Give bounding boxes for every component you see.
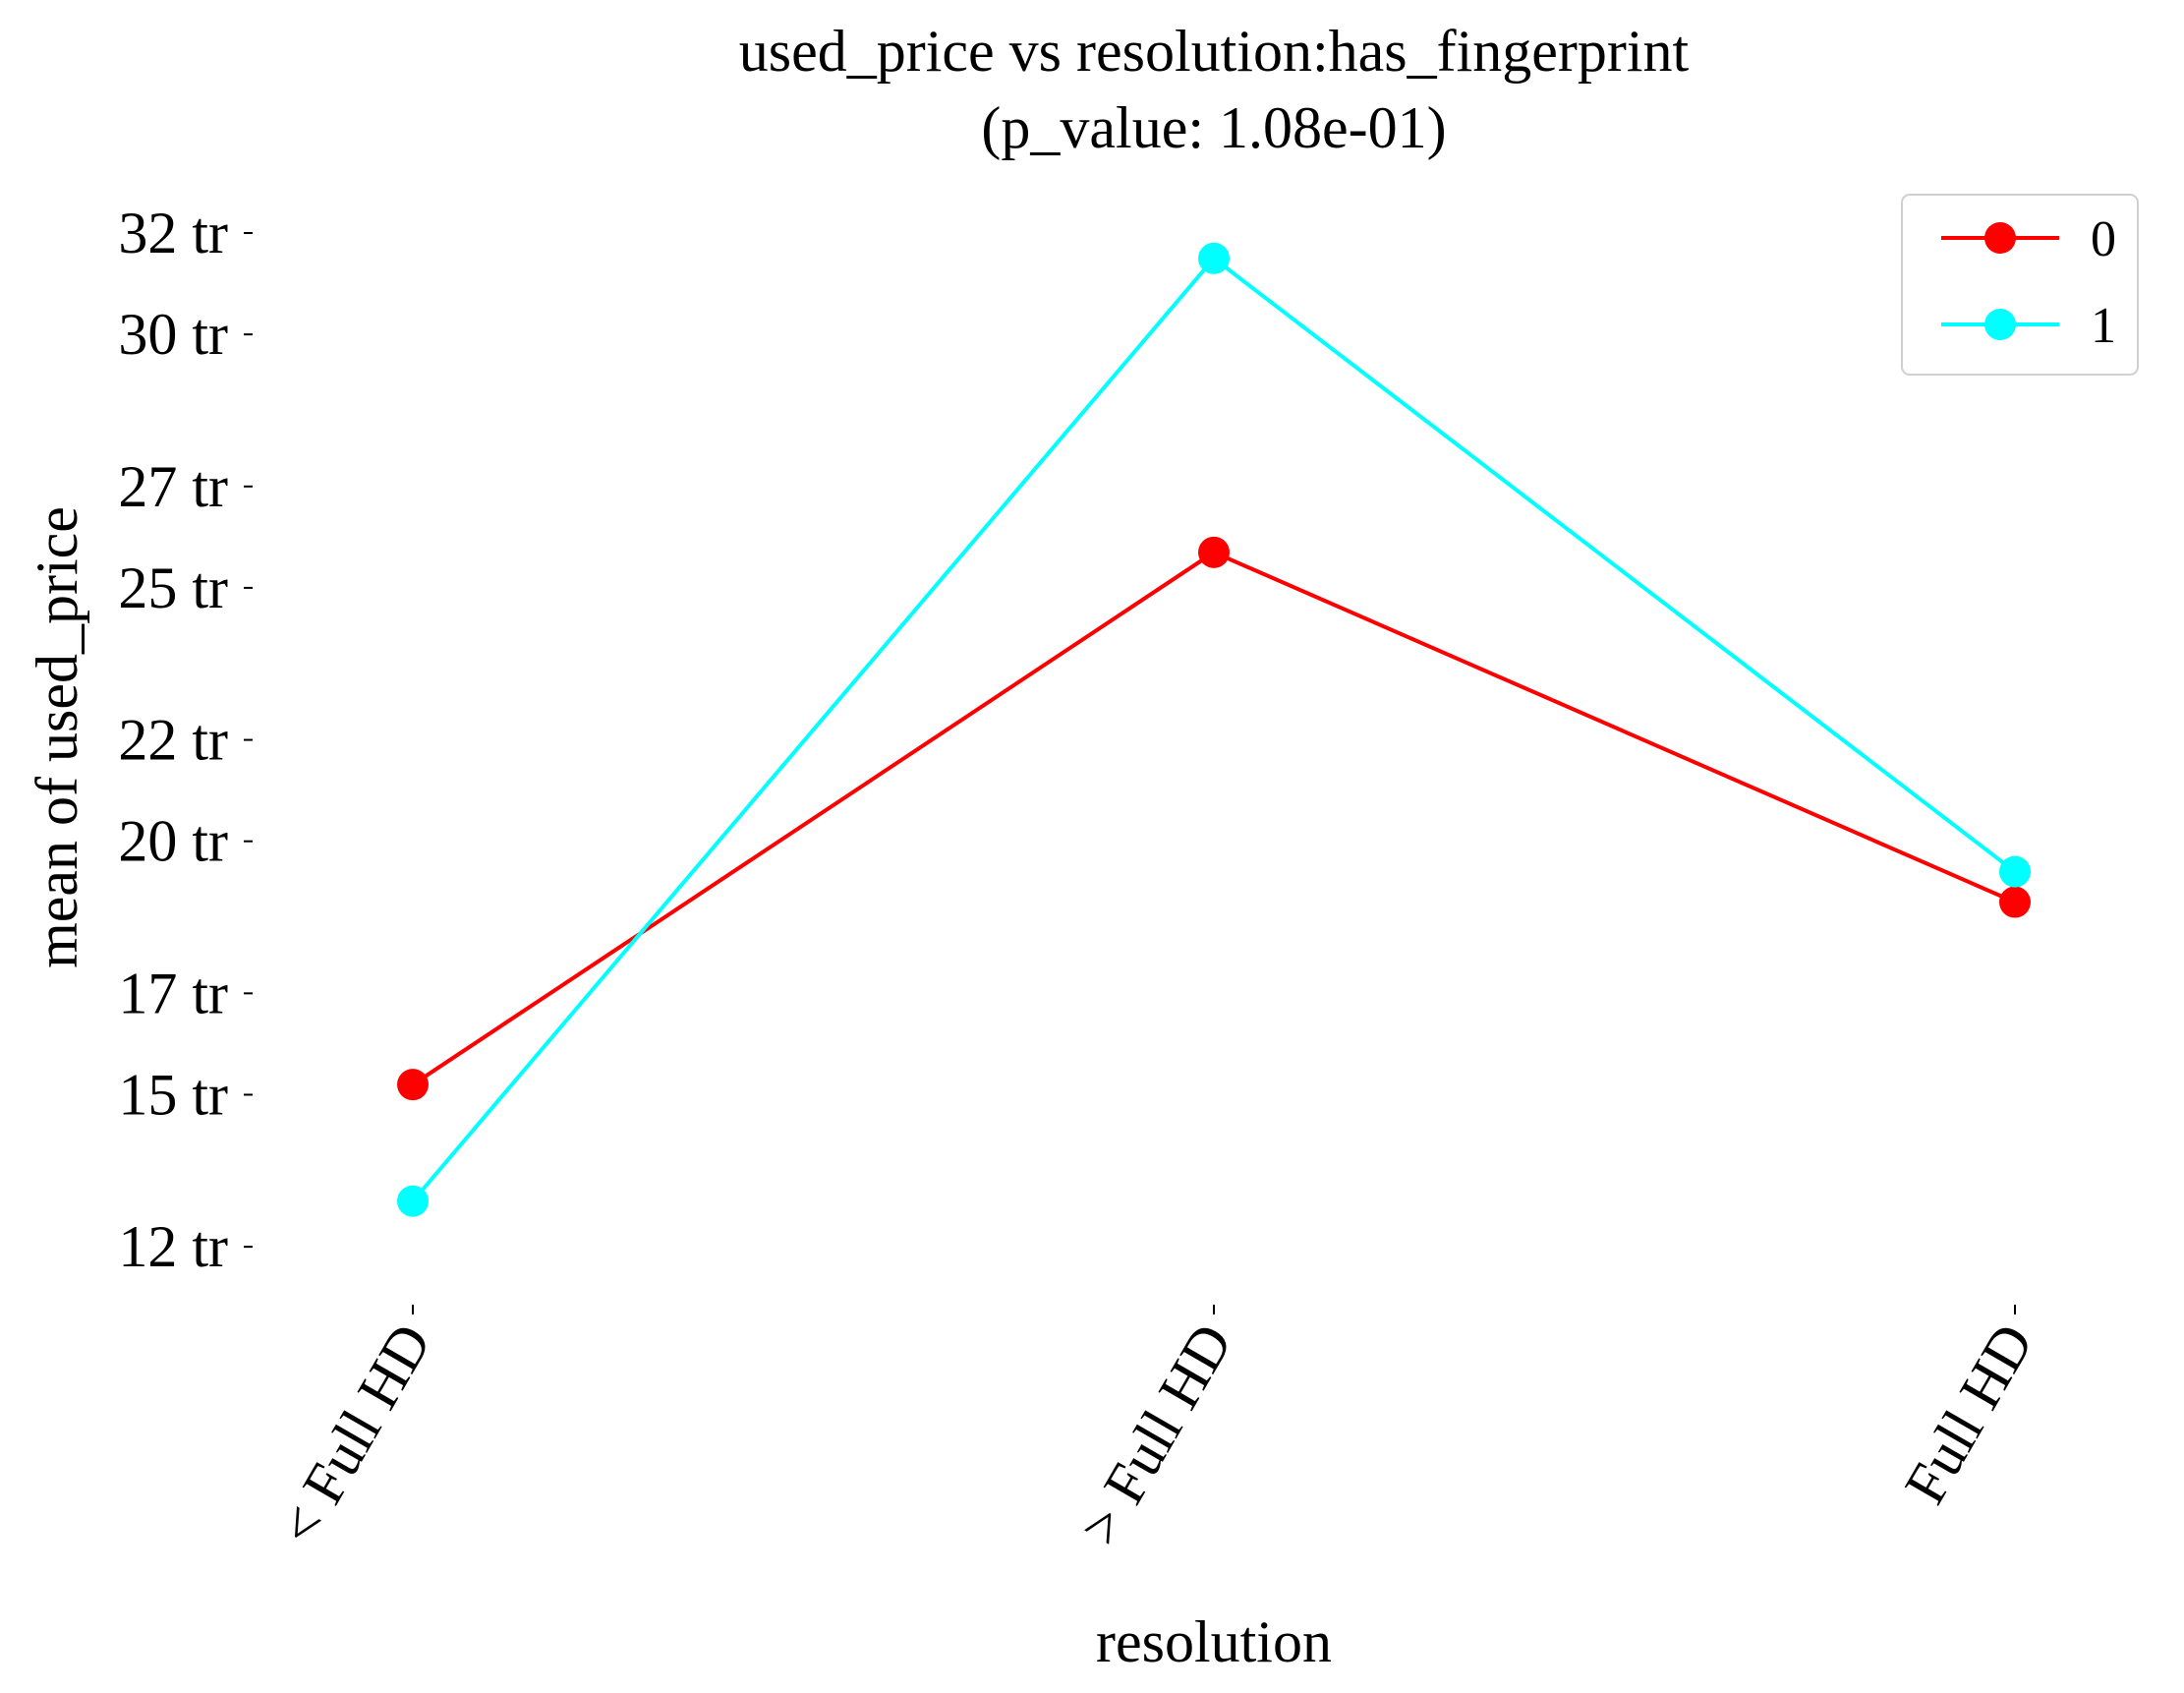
y-axis-label: mean of used_price — [25, 506, 89, 968]
legend-swatch-marker — [1984, 309, 2016, 340]
chart-title: used_price vs resolution:has_fingerprint — [739, 19, 1690, 84]
series-0-line — [411, 550, 2016, 1086]
x-tick-label: > Full HD — [1066, 1314, 1244, 1556]
x-axis: < Full HD > Full HD Full HD — [265, 1305, 2045, 1556]
plot-area — [397, 242, 2031, 1217]
series-1-line — [411, 256, 2017, 1203]
y-axis: 12 tr 15 tr 17 tr 20 tr 22 tr 25 tr 27 tr 30 tr… — [118, 201, 253, 1279]
series-1-point — [397, 1185, 429, 1217]
x-tick-label: Full HD — [1892, 1314, 2045, 1515]
legend-label: 1 — [2091, 298, 2116, 354]
y-tick-label: 32 tr — [118, 201, 228, 265]
chart-subtitle: (p_value: 1.08e-01) — [981, 95, 1446, 160]
series-0-point — [397, 1069, 429, 1101]
y-tick-label: 12 tr — [118, 1214, 228, 1279]
y-tick-label: 20 tr — [118, 809, 228, 874]
x-axis-label: resolution — [1096, 1609, 1332, 1674]
series-1-point — [1999, 855, 2031, 888]
legend-items: 01 — [1941, 211, 2116, 354]
series-0-point — [1198, 536, 1230, 568]
legend: 01 — [1901, 194, 2139, 376]
y-tick-label: 27 tr — [118, 454, 228, 519]
y-tick-label: 22 tr — [118, 708, 228, 773]
series-1-point — [1198, 242, 1230, 274]
series-0-point — [1999, 886, 2031, 918]
x-tick-label: < Full HD — [265, 1314, 443, 1556]
y-tick-label: 25 tr — [118, 555, 228, 620]
legend-swatch-marker — [1984, 222, 2016, 254]
legend-label: 0 — [2091, 211, 2116, 267]
y-tick-label: 30 tr — [118, 302, 228, 367]
y-tick-label: 15 tr — [118, 1062, 228, 1127]
y-tick-label: 17 tr — [118, 961, 228, 1025]
